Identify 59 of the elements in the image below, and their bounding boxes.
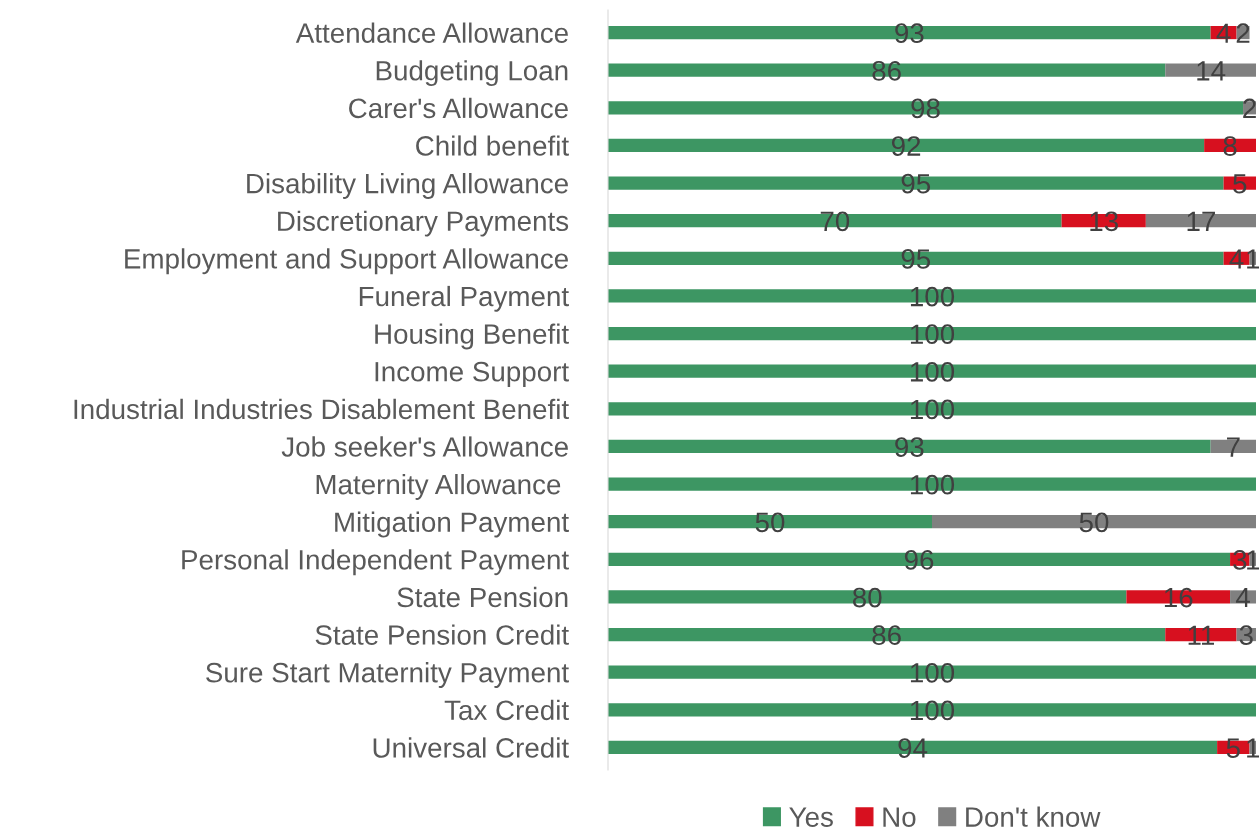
data-label: 16 [1164, 587, 1193, 608]
y-tick-label: Carer's Allowance [349, 97, 568, 119]
data-label: 4 [1229, 249, 1244, 269]
y-tick-label: Funeral Payment [359, 285, 569, 312]
y-tick-label: Universal Credit [373, 737, 569, 758]
y-tick-label: State Pension Credit [315, 624, 569, 645]
data-label: 95 [901, 173, 931, 194]
data-label: 100 [910, 662, 955, 683]
legend-label: Don't know [966, 806, 1101, 827]
data-label: 13 [1090, 211, 1118, 232]
data-label: 7 [1227, 437, 1240, 457]
y-tick-label: Personal Independent Payment [182, 549, 569, 576]
data-label: 93 [895, 23, 924, 44]
data-label: 5 [1226, 738, 1240, 758]
y-tick-label: Tax Credit [444, 699, 569, 721]
data-label: 95 [901, 249, 931, 269]
data-label: 100 [910, 361, 955, 382]
data-label: 17 [1187, 211, 1215, 231]
data-label: 100 [910, 474, 955, 495]
y-tick-label: Attendance Allowance [295, 22, 568, 43]
y-tick-label: Housing Benefit [375, 323, 569, 350]
data-label: 2 [1243, 98, 1256, 119]
data-label: 98 [911, 98, 940, 119]
y-tick-label: Job seeker's Allowance [281, 436, 568, 457]
data-label: 92 [891, 136, 921, 156]
data-label: 8 [1223, 136, 1237, 156]
y-tick-label: Budgeting Loan [376, 60, 568, 87]
data-label: 100 [910, 399, 955, 420]
data-label: 70 [820, 211, 850, 232]
data-label: 96 [904, 550, 934, 570]
data-label: 50 [755, 512, 785, 533]
data-label: 4 [1235, 588, 1250, 608]
y-tick-label: Industrial Industries Disablement Benefit [74, 398, 569, 420]
y-tick-label: Maternity Allowance [316, 473, 561, 500]
data-label: 11 [1188, 625, 1214, 645]
data-label: 93 [895, 437, 924, 457]
data-label: 94 [898, 738, 928, 758]
data-label: 50 [1079, 512, 1109, 533]
y-tick-label: Child benefit [416, 135, 569, 156]
data-label: 5 [1233, 174, 1247, 194]
legend-label: No [883, 807, 916, 827]
y-tick-label: Disability Living Allowance [247, 173, 568, 199]
legend-label: Yes [789, 807, 833, 827]
data-label: 100 [910, 324, 955, 345]
data-label: 80 [852, 587, 882, 608]
data-label: 86 [872, 60, 901, 81]
y-tick-label: Sure Start Maternity Payment [206, 662, 569, 689]
data-label: 4 [1216, 23, 1231, 43]
data-label: 100 [910, 286, 955, 307]
data-label: 3 [1233, 550, 1247, 570]
data-label: 3 [1239, 625, 1253, 646]
y-tick-label: State Pension [397, 586, 568, 608]
y-tick-label: Employment and Support Allowance [125, 248, 568, 275]
data-label: 14 [1197, 61, 1226, 81]
data-label: 100 [910, 700, 955, 721]
y-tick-label: Income Support [375, 361, 569, 388]
y-tick-label: Mitigation Payment [335, 511, 569, 538]
data-label: 86 [872, 625, 901, 646]
y-tick-label: Discretionary Payments [278, 210, 569, 237]
